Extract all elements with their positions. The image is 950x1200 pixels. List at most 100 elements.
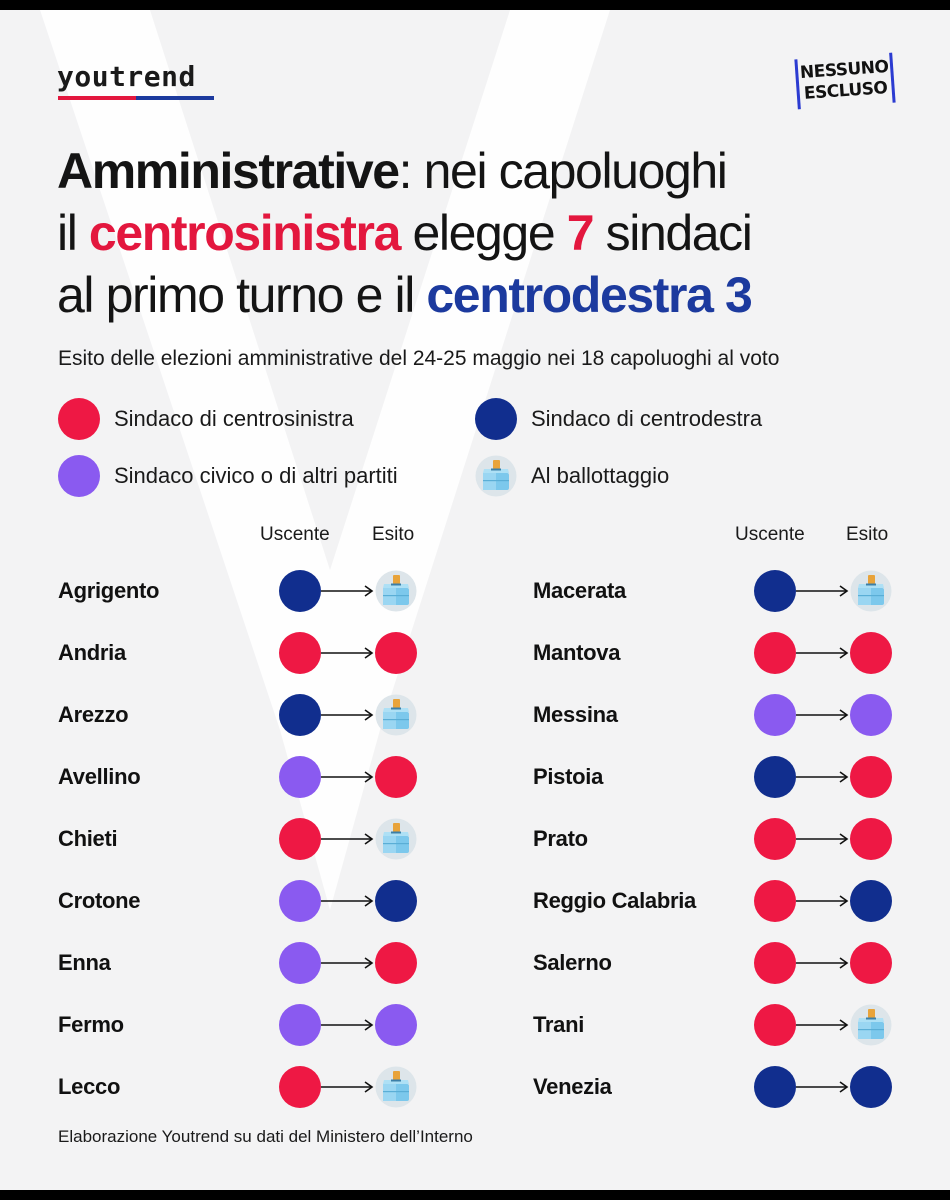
arrow-right-icon [796,1081,849,1093]
result-transition [754,631,892,675]
uscente-centrodestra-dot [754,756,796,798]
uscente-centrodestra-dot [754,1066,796,1108]
youtrend-logo: youtrend [57,60,196,93]
city-row: Crotone [58,879,419,923]
city-row: Messina [533,693,894,737]
result-transition [754,1065,892,1109]
legend-label: Sindaco di centrodestra [531,406,763,431]
uscente-civico-dot [754,694,796,736]
result-transition [754,693,892,737]
civico-dot [58,455,100,497]
headline-line-1: Amministrative: nei capoluoghi [57,143,728,199]
city-name: Enna [58,950,111,975]
city-row: Avellino [58,755,419,799]
uscente-centrodestra-dot [279,570,321,612]
uscente-centrodestra-dot [279,694,321,736]
arrow-right-icon [796,709,849,721]
background-watermark [40,10,610,910]
esito-centrodestra-dot [375,880,417,922]
arrow-right-icon [321,647,374,659]
uscente-centrosinistra-dot [754,942,796,984]
city-name: Salerno [533,950,612,975]
legend-item-ballot: Al ballottaggio [475,455,669,497]
city-row: Mantova [533,631,894,675]
arrow-right-icon [796,833,849,845]
uscente-centrodestra-dot [754,570,796,612]
city-row: Venezia [533,1065,894,1109]
city-name: Trani [533,1012,585,1037]
subtitle: Esito delle elezioni amministrative del … [58,347,780,370]
city-row: Trani [533,1003,894,1047]
column-header-uscente-right: Uscente [735,524,805,545]
city-name: Prato [533,826,588,851]
arrow-right-icon [796,895,849,907]
legend-label: Al ballottaggio [531,463,670,488]
city-row: Macerata [533,569,894,613]
esito-centrosinistra-dot [375,942,417,984]
city-name: Agrigento [58,578,160,603]
infographic-card: youtrend NESSUNO ESCLUSO Amministrative:… [0,10,950,1190]
esito-centrosinistra-dot [850,818,892,860]
ballot-box-icon [375,570,417,612]
uscente-centrosinistra-dot [279,818,321,860]
result-transition [754,817,892,861]
arrow-right-icon [321,957,374,969]
result-transition [279,569,417,613]
arrow-right-icon [321,1081,374,1093]
city-name: Chieti [58,826,118,851]
result-transition [279,817,417,861]
city-row: Prato [533,817,894,861]
city-name: Reggio Calabria [533,888,696,913]
ballot-box-icon [375,818,417,860]
result-transition [754,879,892,923]
ballot-box-icon [850,570,892,612]
headline-line-3: al primo turno e il centrodestra 3 [57,267,753,323]
result-transition [279,631,417,675]
esito-civico-dot [850,694,892,736]
arrow-right-icon [796,585,849,597]
legend-label: Sindaco civico o di altri partiti [114,463,398,488]
result-transition [279,693,417,737]
arrow-right-icon [796,771,849,783]
city-name: Lecco [58,1074,121,1099]
column-header-uscente-left: Uscente [260,524,330,545]
arrow-right-icon [796,647,849,659]
city-name: Pistoia [533,764,604,789]
city-row: Andria [58,631,419,675]
city-name: Arezzo [58,702,129,727]
headline: Amministrative: nei capoluoghi il centro… [57,140,917,326]
column-header-esito-right: Esito [846,524,889,545]
city-row: Arezzo [58,693,419,737]
ballot-box-icon [375,1066,417,1108]
source-footnote: Elaborazione Youtrend su dati del Minist… [58,1127,473,1146]
city-name: Mantova [533,640,621,665]
ballot-box-icon [375,694,417,736]
headline-line-2: il centrosinistra elegge 7 sindaci [57,205,753,261]
logo-underline [58,96,214,100]
centrodestra-dot [475,398,517,440]
legend-label: Sindaco di centrosinistra [114,406,354,431]
arrow-right-icon [321,771,374,783]
city-row: Fermo [58,1003,419,1047]
city-row: Chieti [58,817,419,861]
uscente-centrosinistra-dot [754,818,796,860]
result-transition [279,879,417,923]
uscente-civico-dot [279,880,321,922]
uscente-centrosinistra-dot [279,632,321,674]
centrosinistra-dot [58,398,100,440]
nessuno-escluso-badge: NESSUNO ESCLUSO [794,52,896,110]
arrow-right-icon [321,833,374,845]
esito-centrodestra-dot [850,880,892,922]
city-name: Venezia [533,1074,612,1099]
arrow-right-icon [321,1019,374,1031]
esito-centrosinistra-dot [850,756,892,798]
uscente-civico-dot [279,942,321,984]
result-transition [279,1003,417,1047]
uscente-centrosinistra-dot [754,1004,796,1046]
result-transition [754,755,892,799]
esito-centrosinistra-dot [375,632,417,674]
esito-centrosinistra-dot [375,756,417,798]
arrow-right-icon [321,709,374,721]
result-transition [754,569,892,613]
legend-item-cd: Sindaco di centrodestra [475,398,762,440]
